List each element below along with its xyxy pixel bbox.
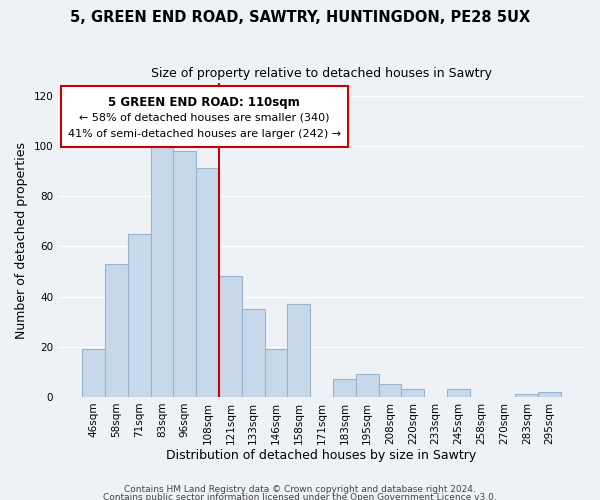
Bar — [333, 380, 356, 397]
Bar — [379, 384, 401, 397]
Bar — [173, 151, 196, 397]
Bar — [447, 390, 470, 397]
Bar — [82, 349, 105, 397]
Bar — [105, 264, 128, 397]
Text: Contains public sector information licensed under the Open Government Licence v3: Contains public sector information licen… — [103, 492, 497, 500]
Bar — [242, 309, 265, 397]
Bar — [515, 394, 538, 397]
Bar — [265, 349, 287, 397]
Title: Size of property relative to detached houses in Sawtry: Size of property relative to detached ho… — [151, 68, 492, 80]
Bar — [287, 304, 310, 397]
Bar — [219, 276, 242, 397]
Y-axis label: Number of detached properties: Number of detached properties — [15, 142, 28, 338]
Text: 5 GREEN END ROAD: 110sqm: 5 GREEN END ROAD: 110sqm — [109, 96, 300, 108]
Bar — [538, 392, 561, 397]
Bar — [196, 168, 219, 397]
Text: Contains HM Land Registry data © Crown copyright and database right 2024.: Contains HM Land Registry data © Crown c… — [124, 486, 476, 494]
FancyBboxPatch shape — [61, 86, 348, 148]
Text: 5, GREEN END ROAD, SAWTRY, HUNTINGDON, PE28 5UX: 5, GREEN END ROAD, SAWTRY, HUNTINGDON, P… — [70, 10, 530, 25]
Bar — [151, 144, 173, 397]
Bar — [128, 234, 151, 397]
X-axis label: Distribution of detached houses by size in Sawtry: Distribution of detached houses by size … — [166, 450, 477, 462]
Text: ← 58% of detached houses are smaller (340): ← 58% of detached houses are smaller (34… — [79, 113, 329, 123]
Bar — [401, 390, 424, 397]
Text: 41% of semi-detached houses are larger (242) →: 41% of semi-detached houses are larger (… — [68, 128, 341, 138]
Bar — [356, 374, 379, 397]
